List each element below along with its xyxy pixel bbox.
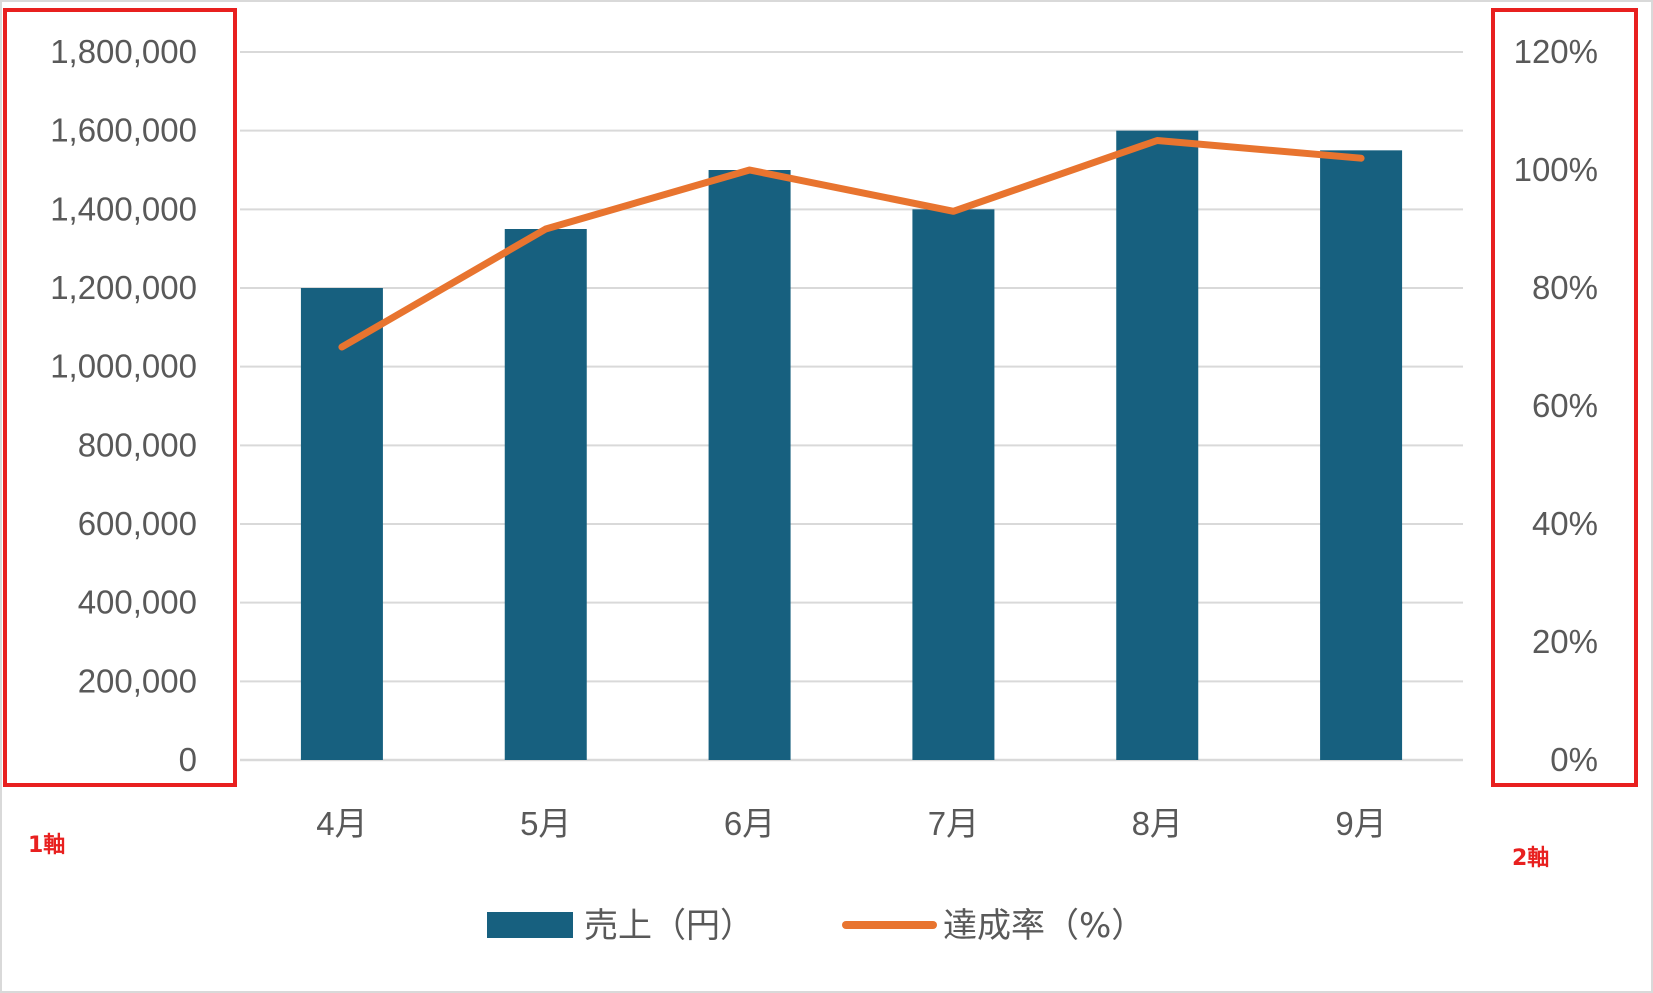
right-tick-label: 60% bbox=[1532, 387, 1598, 424]
right-tick-label: 20% bbox=[1532, 623, 1598, 660]
achievement-rate-line bbox=[338, 137, 1365, 351]
right-axis-note: 2軸 bbox=[1512, 845, 1549, 871]
bar-4 bbox=[912, 209, 995, 761]
bar-series bbox=[300, 130, 1403, 761]
right-axis-highlight-box bbox=[1491, 8, 1638, 787]
category-label: 6月 bbox=[724, 805, 775, 842]
left-tick-label: 400,000 bbox=[78, 584, 197, 621]
category-label: 5月 bbox=[520, 805, 571, 842]
right-axis: 0% 20% 40% 60% 80% 100% 120% bbox=[1514, 33, 1598, 778]
legend-bar-label: 売上（円） bbox=[584, 906, 754, 946]
right-tick-label: 80% bbox=[1532, 269, 1598, 306]
legend-line-label: 達成率（%） bbox=[943, 906, 1145, 946]
left-tick-label: 200,000 bbox=[78, 662, 197, 699]
left-axis-highlight-box bbox=[3, 8, 237, 787]
left-tick-label: 800,000 bbox=[78, 426, 197, 463]
left-axis: 0 200,000 400,000 600,000 800,000 1,000,000 1,… bbox=[50, 33, 197, 778]
category-label: 9月 bbox=[1335, 805, 1386, 842]
bar-1 bbox=[300, 288, 383, 760]
x-axis: 4月 5月 6月 7月 8月 9月 bbox=[316, 805, 1387, 842]
line-series bbox=[338, 137, 1365, 351]
axis-highlights: 1軸 2軸 bbox=[3, 8, 1638, 871]
bar-2 bbox=[504, 229, 587, 760]
right-tick-label: 40% bbox=[1532, 505, 1598, 542]
legend: 売上（円） 達成率（%） bbox=[487, 906, 1145, 946]
right-tick-label: 0% bbox=[1550, 741, 1598, 778]
right-tick-label: 100% bbox=[1514, 151, 1598, 188]
left-tick-label: 0 bbox=[179, 741, 197, 778]
left-tick-label: 600,000 bbox=[78, 505, 197, 542]
left-tick-label: 1,400,000 bbox=[50, 190, 197, 227]
bar-3 bbox=[708, 170, 791, 760]
left-tick-label: 1,000,000 bbox=[50, 348, 197, 385]
left-tick-label: 1,200,000 bbox=[50, 269, 197, 306]
right-tick-label: 120% bbox=[1514, 33, 1598, 70]
left-axis-note: 1軸 bbox=[28, 832, 65, 858]
bar-6 bbox=[1320, 150, 1403, 761]
category-label: 4月 bbox=[316, 805, 367, 842]
category-label: 8月 bbox=[1132, 805, 1183, 842]
left-tick-label: 1,600,000 bbox=[50, 112, 197, 149]
category-label: 7月 bbox=[928, 805, 979, 842]
bar-5 bbox=[1116, 130, 1199, 760]
left-tick-label: 1,800,000 bbox=[50, 33, 197, 70]
legend-bar-swatch bbox=[487, 912, 573, 938]
